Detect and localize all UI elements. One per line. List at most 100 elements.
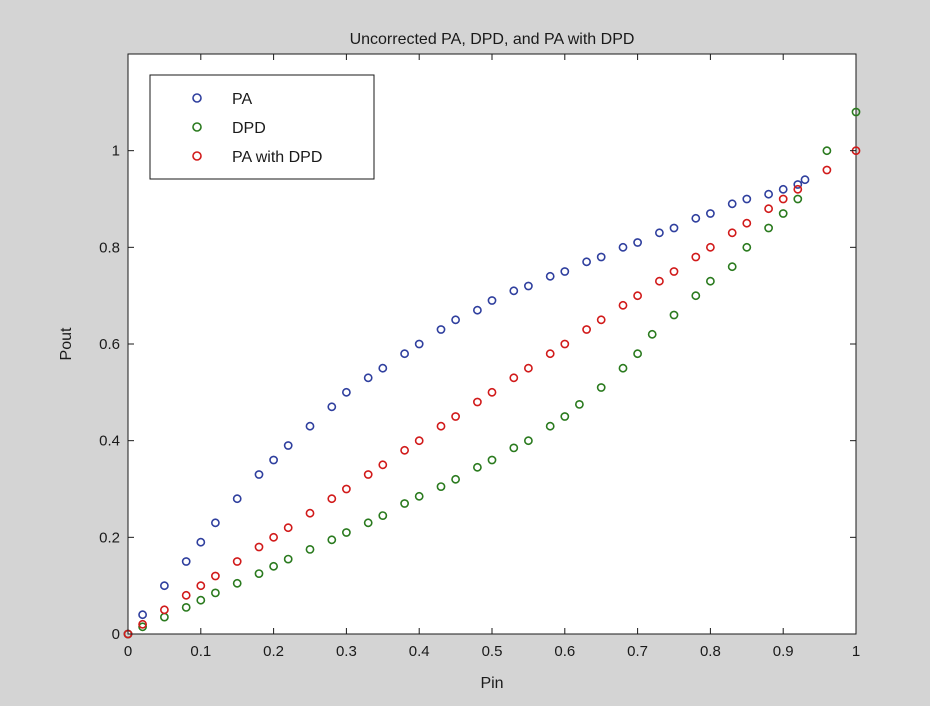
y-tick-label: 0 [112, 626, 120, 643]
data-point [269, 561, 278, 571]
data-point [742, 194, 752, 204]
data-point [669, 223, 679, 233]
data-point [196, 537, 206, 547]
data-point [633, 349, 642, 359]
x-tick-label: 0 [124, 643, 132, 660]
data-point [400, 349, 409, 359]
data-point [487, 296, 497, 305]
data-point [283, 554, 293, 564]
data-point [472, 462, 482, 472]
x-tick-label: 0.2 [263, 643, 284, 660]
ticks-layer: 0 0.1 0.2 0.3 0.4 0.5 0.6 0.7 0.8 0.9 1 0 0.2 0.4 0.6 0… [99, 54, 860, 660]
legend-box [149, 74, 375, 180]
x-axis-label: Pin [480, 675, 503, 692]
data-point [727, 228, 737, 238]
data-point [254, 542, 264, 552]
data-point [451, 474, 460, 484]
chart-title: Uncorrected PA, DPD, and PA with DPD [350, 31, 635, 48]
data-point [254, 470, 264, 479]
data-point [560, 339, 570, 349]
data-point [196, 581, 206, 591]
data-point [269, 455, 278, 465]
legend-label: DPD [232, 120, 266, 137]
data-point [647, 329, 657, 339]
data-point [793, 184, 803, 194]
data-point [414, 436, 424, 446]
x-tick-label: 0.8 [700, 643, 721, 660]
series-0 [123, 175, 810, 639]
data-point [655, 276, 664, 286]
legend: PA DPD PA with DPD [149, 74, 375, 180]
y-tick-label: 0.4 [99, 433, 120, 450]
data-point [851, 107, 861, 117]
data-point [618, 363, 628, 373]
legend-marker [192, 93, 202, 103]
legend-marker [192, 151, 202, 161]
data-point [436, 482, 446, 491]
x-tick-label: 0.6 [554, 643, 575, 660]
data-point [509, 443, 519, 453]
data-point [487, 387, 497, 397]
data-point [487, 455, 497, 465]
x-tick-label: 0.5 [482, 643, 503, 660]
data-point [269, 532, 278, 542]
data-point [341, 528, 351, 537]
data-point [582, 325, 591, 334]
data-point [181, 603, 191, 612]
data-point [509, 286, 519, 296]
series-2 [123, 146, 861, 639]
data-point [283, 523, 293, 533]
x-tick-label: 0.1 [190, 643, 211, 660]
data-point [327, 535, 337, 545]
data-point [545, 349, 555, 359]
data-point [778, 184, 788, 194]
data-point [618, 300, 628, 310]
legend-label: PA with DPD [232, 149, 322, 166]
data-point [545, 271, 555, 281]
data-point [524, 281, 533, 291]
data-point [793, 194, 803, 204]
data-point [414, 491, 424, 501]
data-point [254, 569, 264, 578]
data-point [138, 610, 147, 620]
data-point [181, 590, 191, 600]
data-point [210, 571, 220, 581]
data-point [378, 511, 388, 520]
data-point [764, 204, 773, 214]
data-point [138, 619, 147, 629]
data-point [363, 470, 373, 479]
data-point [691, 291, 701, 301]
data-point [822, 146, 832, 156]
data-point [509, 373, 519, 383]
x-tick-label: 0.9 [773, 643, 794, 660]
data-point [596, 383, 606, 392]
data-point [196, 595, 206, 605]
data-point [669, 267, 679, 276]
data-point [742, 242, 752, 252]
data-point [822, 165, 832, 175]
data-point [363, 373, 373, 383]
data-point [633, 291, 642, 301]
data-point [727, 199, 737, 209]
data-point [655, 228, 664, 238]
data-point [706, 209, 715, 218]
data-point [524, 363, 533, 373]
points-layer [123, 107, 861, 639]
data-point [727, 262, 737, 272]
data-point [159, 581, 169, 591]
data-point [575, 399, 584, 409]
data-point [232, 557, 242, 566]
x-tick-label: 0.3 [336, 643, 357, 660]
x-tick-label: 0.7 [627, 643, 648, 660]
data-point [545, 421, 555, 431]
data-point [633, 238, 642, 247]
data-point [341, 387, 351, 397]
y-tick-label: 0.2 [99, 529, 120, 546]
data-point [305, 421, 315, 431]
data-point [327, 494, 337, 504]
data-point [560, 412, 570, 421]
y-tick-label: 1 [112, 143, 120, 160]
data-point [283, 441, 293, 450]
data-point [436, 325, 446, 334]
data-point [232, 578, 242, 588]
